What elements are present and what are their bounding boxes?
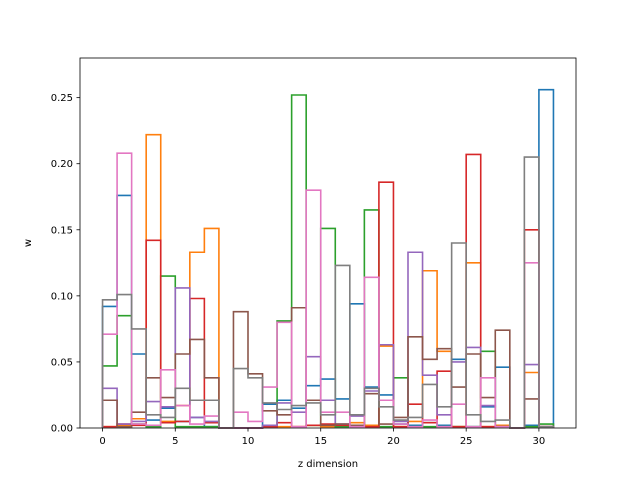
series-step-line-8 — [101, 156, 555, 429]
y-tick-label: 0.10 — [51, 291, 73, 302]
axes-layer — [79, 57, 577, 429]
x-tick-label: 20 — [387, 436, 400, 447]
series-layer — [101, 88, 555, 429]
x-tick-label: 25 — [460, 436, 473, 447]
y-tick-label: 0.15 — [51, 225, 73, 236]
axes-frame — [79, 57, 577, 429]
ticks-layer: 0 5 10 15 20 25 30 0.00 0.05 0.10 0.15 0.20 0.25 — [51, 93, 546, 447]
x-tick-label: 0 — [99, 436, 105, 447]
x-axis-label: z dimension — [298, 459, 358, 470]
y-axis-label: w — [23, 239, 34, 247]
x-tick-label: 15 — [314, 436, 327, 447]
y-tick-label: 0.20 — [51, 159, 73, 170]
plot-area — [80, 58, 576, 428]
x-tick-label: 10 — [242, 436, 255, 447]
series-step-line-4 — [101, 153, 555, 429]
y-tick-label: 0.25 — [51, 93, 73, 104]
x-tick-label: 5 — [172, 436, 178, 447]
x-tick-label: 30 — [533, 436, 546, 447]
series-step-line-3 — [101, 94, 555, 429]
y-tick-label: 0.00 — [51, 424, 73, 435]
y-tick-label: 0.05 — [51, 357, 73, 368]
